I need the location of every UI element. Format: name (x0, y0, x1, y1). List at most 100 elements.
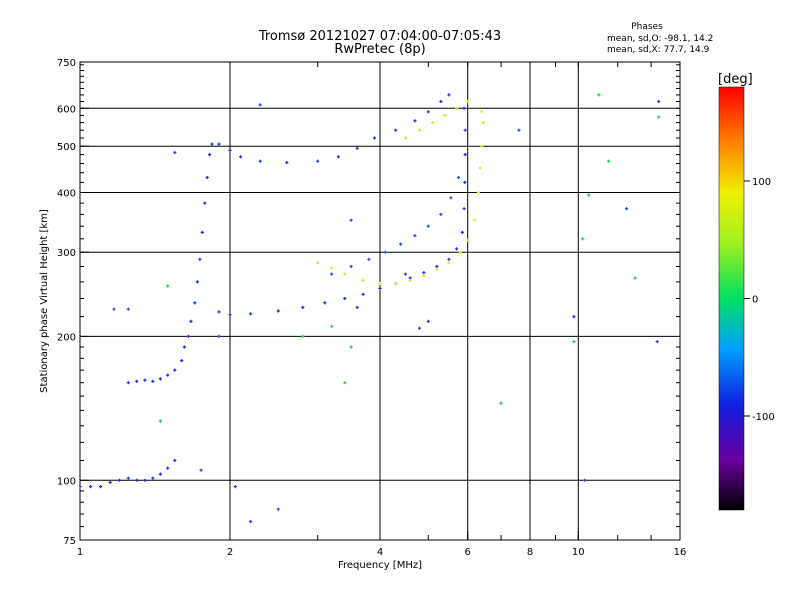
data-point (108, 480, 112, 484)
data-point (99, 485, 103, 489)
data-point (399, 242, 403, 246)
data-point (258, 159, 262, 163)
y-tick-label: 500 (57, 142, 76, 153)
colorbar-label: [deg] (718, 72, 753, 87)
data-point (80, 485, 82, 489)
data-point (460, 230, 464, 234)
data-point (463, 180, 467, 184)
data-point (478, 166, 482, 170)
data-point (195, 280, 199, 284)
data-point (435, 267, 439, 272)
data-point (343, 381, 347, 385)
colorbar-ticks: 100 0 -100 (744, 177, 775, 423)
data-point (349, 218, 353, 222)
data-point (258, 103, 262, 107)
data-point (447, 93, 451, 97)
data-point (361, 292, 365, 296)
y-tick-label: 600 (57, 104, 76, 115)
data-point (166, 466, 170, 470)
data-point (455, 247, 459, 251)
x-axis: 1 2 4 6 8 10 16 (77, 62, 686, 558)
data-point (417, 128, 422, 132)
data-point (349, 345, 353, 349)
data-point (458, 250, 462, 254)
data-point (447, 261, 451, 265)
y-tick-label: 400 (57, 189, 76, 200)
data-point (343, 272, 347, 276)
chart-title: Tromsø 20121027 07:04:00-07:05:43 (258, 29, 501, 44)
data-point (186, 334, 190, 338)
data-point (198, 257, 202, 261)
x-tick-label: 1 (77, 547, 83, 558)
data-point (228, 313, 232, 317)
data-point (426, 319, 430, 323)
data-point (480, 110, 484, 114)
data-point (217, 310, 221, 314)
y-tick-label: 300 (57, 248, 76, 259)
data-point (456, 175, 461, 180)
data-point (383, 250, 387, 254)
colorbar-tick-label: 100 (752, 177, 771, 188)
data-point (182, 345, 186, 349)
data-point (480, 144, 484, 148)
data-point (625, 207, 629, 211)
data-point (455, 106, 459, 110)
data-point (135, 478, 139, 482)
data-point (349, 264, 353, 269)
colorbar (718, 86, 745, 511)
x-tick-label: 10 (572, 547, 585, 558)
data-point (403, 272, 408, 276)
data-point (439, 99, 443, 104)
grid-lines (80, 62, 680, 540)
data-point (173, 458, 177, 463)
data-point (633, 276, 637, 280)
data-point (367, 257, 371, 261)
data-point (394, 281, 398, 286)
data-point (158, 472, 162, 476)
data-point (431, 121, 435, 125)
y-axis-label: Stationary phase Virtual Height [km] (39, 209, 50, 393)
data-point (403, 136, 408, 140)
data-point (443, 113, 447, 117)
data-point (301, 334, 305, 338)
data-point (117, 478, 122, 482)
data-point (426, 224, 430, 228)
data-point (233, 485, 237, 489)
data-point (180, 359, 184, 363)
data-point (361, 278, 365, 282)
data-point (597, 93, 601, 97)
data-point (447, 257, 451, 261)
data-point (587, 193, 591, 197)
data-point (143, 378, 147, 382)
data-point (239, 155, 243, 159)
x-tick-label: 2 (227, 547, 233, 558)
colorbar-tick-label: 0 (752, 295, 758, 306)
data-point (143, 478, 147, 482)
data-point (217, 142, 221, 146)
data-point (151, 379, 155, 383)
data-point (330, 272, 334, 276)
data-point (203, 201, 207, 205)
data-point (158, 377, 162, 381)
y-tick-label: 100 (57, 476, 76, 487)
data-point (276, 507, 280, 511)
data-point (336, 155, 340, 159)
data-point (158, 419, 162, 423)
data-point (581, 237, 585, 241)
x-axis-label: Frequency [MHz] (338, 560, 422, 571)
colorbar-tick-label: -100 (752, 412, 775, 423)
data-point (249, 312, 253, 316)
y-axis: 75 100 200 300 400 500 600 750 (57, 58, 680, 547)
data-point (449, 196, 453, 200)
data-points (80, 93, 661, 524)
data-point (463, 153, 467, 157)
data-point (205, 175, 209, 180)
data-point (476, 190, 480, 195)
data-point (285, 161, 289, 165)
data-point (126, 476, 130, 480)
x-tick-label: 8 (527, 547, 533, 558)
data-point (439, 212, 443, 216)
data-point (189, 319, 193, 323)
data-point (499, 401, 503, 405)
